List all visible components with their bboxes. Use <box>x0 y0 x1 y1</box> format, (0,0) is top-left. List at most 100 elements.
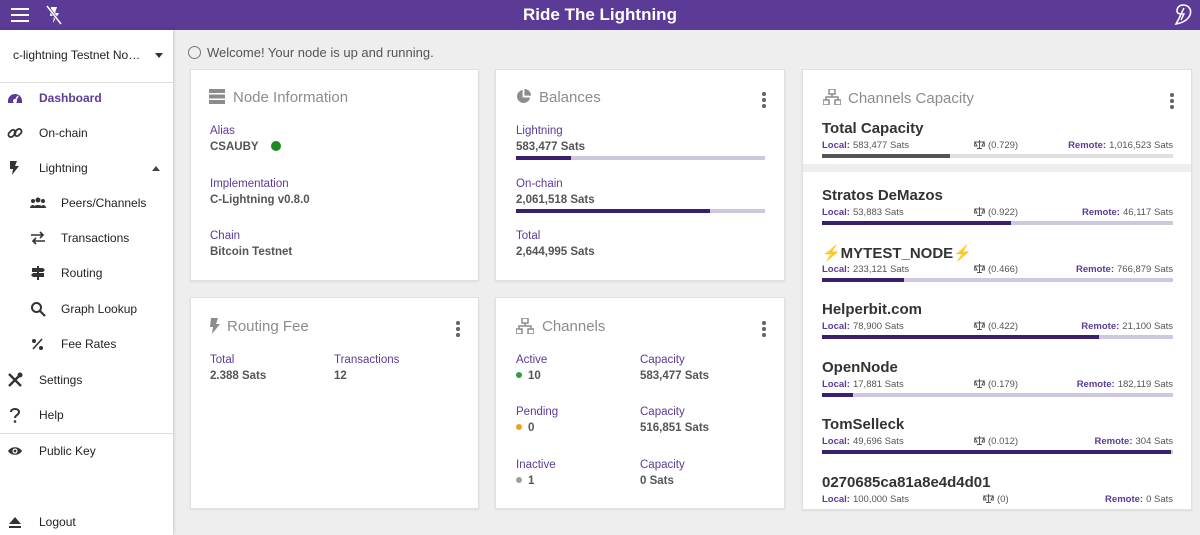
ratio-value: (0.466) <box>988 264 1019 275</box>
divider <box>0 433 173 434</box>
node-selector[interactable]: c-lightning Testnet Node … <box>13 48 165 66</box>
sidebar-item-public-key[interactable]: Public Key <box>0 436 173 466</box>
local-balance: Local: 233,121 Sats <box>822 264 909 275</box>
bar-fill <box>822 154 951 158</box>
bar-fill <box>822 335 1099 339</box>
remote-label: Remote: <box>1068 140 1107 151</box>
local-balance: Local: 49,696 Sats <box>822 436 904 447</box>
more-vert-icon[interactable] <box>1167 93 1177 111</box>
sidebar-item-logout[interactable]: Logout <box>0 507 173 535</box>
lightning-balance-value: 583,477 Sats <box>516 141 586 153</box>
local-balance: Local: 583,477 Sats <box>822 140 909 151</box>
onchain-balance-value: 2,061,518 Sats <box>516 194 595 206</box>
channel-peer-name[interactable]: Helperbit.com <box>822 301 923 318</box>
lightning-balance-label: Lightning <box>516 125 563 137</box>
inactive-channels-value: 1 <box>516 475 534 487</box>
capacity-detail-row: Local: 17,881 Sats (0.179) Remote: 182,119 S… <box>822 379 1173 391</box>
fee-total-value: 2.388 Sats <box>210 370 267 382</box>
local-value: 49,696 Sats <box>852 436 904 447</box>
fee-transactions-value: 12 <box>334 370 347 382</box>
channel-peer-name[interactable]: TomSelleck <box>822 416 905 433</box>
sidebar-item-label: Routing <box>61 266 103 280</box>
local-label: Local: <box>822 207 850 218</box>
total-balance-label: Total <box>516 230 541 242</box>
active-status-dot <box>516 372 522 378</box>
channel-peer-name[interactable]: ⚡MYTEST_NODE⚡ <box>822 245 972 262</box>
balance-ratio: (0.179) <box>973 379 1019 390</box>
total-capacity-title: Total Capacity <box>822 120 924 137</box>
active-count: 10 <box>528 370 541 382</box>
pending-channels-value: 0 <box>516 422 534 434</box>
menu-icon[interactable] <box>8 3 32 27</box>
local-value: 100,000 Sats <box>852 494 909 505</box>
sidebar-item-lightning[interactable]: Lightning <box>0 153 173 183</box>
remote-value: 182,119 Sats <box>1117 379 1173 390</box>
channel-peer-name[interactable]: OpenNode <box>822 359 898 376</box>
remote-balance: Remote: 46,117 Sats <box>1082 207 1173 218</box>
local-label: Local: <box>822 494 850 505</box>
people-icon <box>30 197 46 208</box>
top-app-bar: Ride The Lightning <box>0 0 1200 30</box>
more-vert-icon[interactable] <box>759 92 769 110</box>
balance-ratio: (0.012) <box>973 436 1019 447</box>
scale-icon <box>973 379 986 388</box>
more-vert-icon[interactable] <box>759 321 769 339</box>
capacity-bar <box>822 335 1173 339</box>
inactive-channels-label: Inactive <box>516 459 556 471</box>
implementation-label: Implementation <box>210 178 289 190</box>
channel-peer-name[interactable]: Stratos DeMazos <box>822 187 943 204</box>
scale-icon <box>973 140 986 149</box>
ratio-value: (0) <box>997 494 1009 505</box>
capacity-bar <box>822 154 1173 158</box>
divider <box>0 82 173 83</box>
sidebar-item-label: On-chain <box>39 126 88 140</box>
flash-off-icon[interactable] <box>44 4 64 26</box>
section-separator <box>803 164 1191 172</box>
routing-fee-card: Routing Fee Total 2.388 Sats Transaction… <box>190 297 479 509</box>
sidebar-item-help[interactable]: Help <box>0 400 173 430</box>
sidebar-item-dashboard[interactable]: Dashboard <box>0 83 173 113</box>
pending-capacity-label: Capacity <box>640 406 685 418</box>
app-title: Ride The Lightning <box>523 5 677 24</box>
sidebar-item-label: Graph Lookup <box>61 302 138 316</box>
more-vert-icon[interactable] <box>453 321 463 339</box>
sidebar-item-routing[interactable]: Routing <box>0 258 173 288</box>
chevron-up-icon[interactable] <box>152 166 160 171</box>
sidebar-item-graph-lookup[interactable]: Graph Lookup <box>0 294 173 324</box>
local-label: Local: <box>822 140 850 151</box>
sidebar-item-transactions[interactable]: Transactions <box>0 223 173 253</box>
ratio-value: (0.012) <box>988 436 1019 447</box>
sidebar-item-fee-rates[interactable]: Fee Rates <box>0 329 173 359</box>
scale-icon <box>973 207 986 216</box>
rtl-logo-icon[interactable] <box>1172 3 1194 27</box>
pending-status-dot <box>516 424 522 430</box>
local-label: Local: <box>822 379 850 390</box>
local-value: 53,883 Sats <box>852 207 904 218</box>
balance-ratio: (0) <box>982 494 1009 505</box>
channel-peer-name[interactable]: 0270685ca81a8e4d4d01 <box>822 474 991 491</box>
remote-value: 1,016,523 Sats <box>1109 140 1173 151</box>
implementation-value: C-Lightning v0.8.0 <box>210 194 310 206</box>
balances-card: Balances Lightning 583,477 Sats On-chain… <box>495 69 785 281</box>
swap-icon <box>31 231 45 245</box>
network-icon <box>516 318 534 334</box>
lightning-balance-bar <box>516 156 765 160</box>
channels-capacity-card: Channels Capacity Total Capacity Local: 58… <box>802 69 1192 510</box>
inactive-capacity-label: Capacity <box>640 459 685 471</box>
ratio-value: (0.179) <box>988 379 1019 390</box>
sidebar-item-label: Logout <box>39 515 76 529</box>
sidebar-item-peers-channels[interactable]: Peers/Channels <box>0 188 173 218</box>
welcome-message: Welcome! Your node is up and running. <box>188 45 434 60</box>
sidebar-item-settings[interactable]: Settings <box>0 365 173 395</box>
inactive-count: 1 <box>528 475 535 487</box>
sidebar-item-label: Settings <box>39 373 83 387</box>
active-channels-value: 10 <box>516 370 541 382</box>
remote-label: Remote: <box>1081 321 1120 332</box>
sidebar-item-on-chain[interactable]: On-chain <box>0 118 173 148</box>
link-icon <box>7 128 23 138</box>
card-title: Balances <box>539 89 601 106</box>
remote-label: Remote: <box>1081 207 1120 218</box>
scale-icon <box>982 494 995 503</box>
capacity-bar <box>822 278 1173 282</box>
local-value: 78,900 Sats <box>852 321 904 332</box>
